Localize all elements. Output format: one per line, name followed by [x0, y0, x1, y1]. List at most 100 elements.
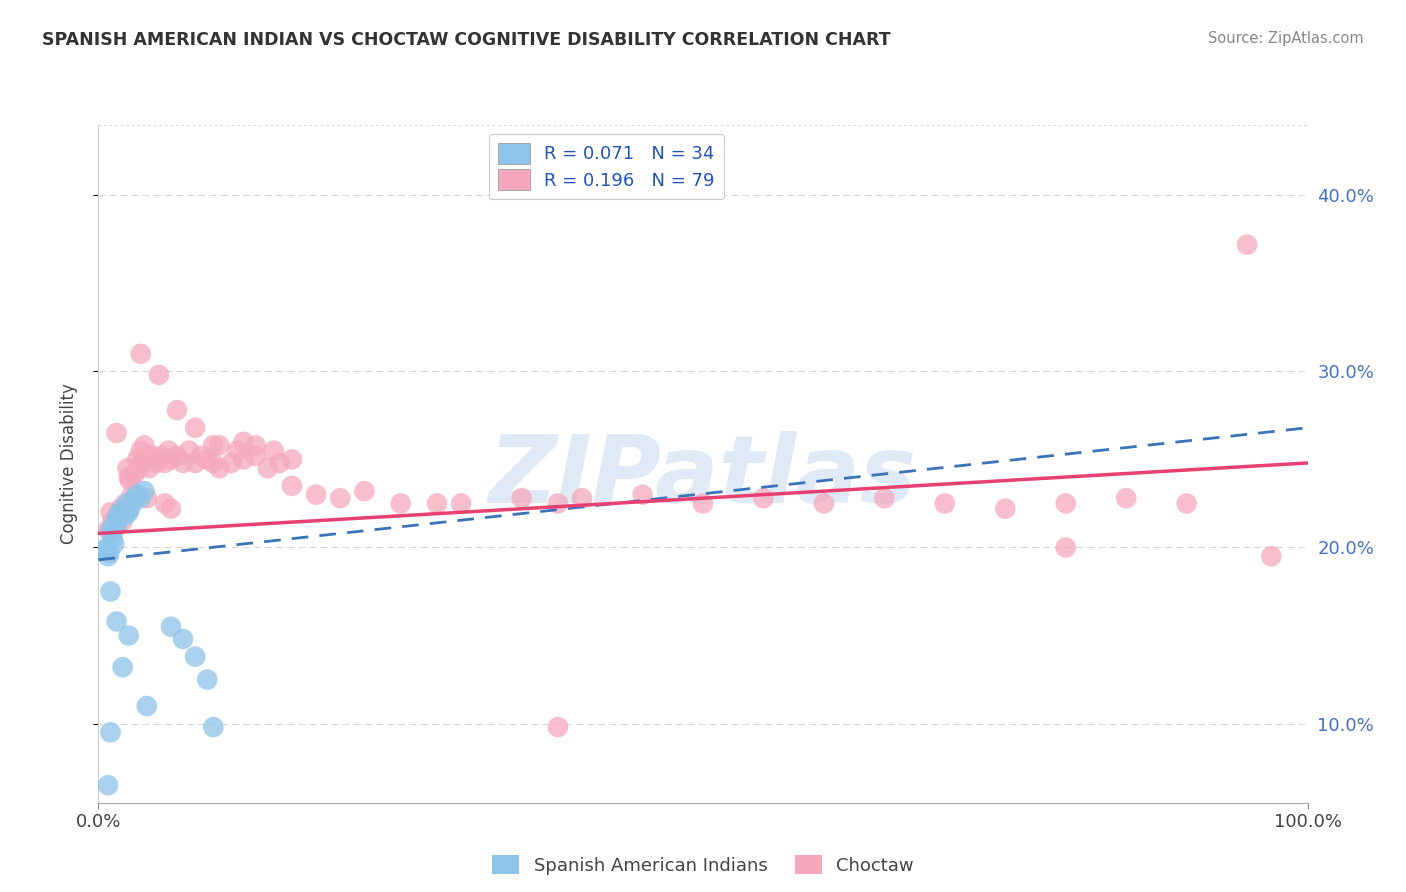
Point	[100, 523, 122, 537]
Point	[281, 479, 304, 493]
Point	[129, 347, 152, 361]
Point	[269, 456, 291, 470]
Point	[128, 461, 150, 475]
Point	[121, 488, 143, 502]
Point	[994, 501, 1017, 516]
Legend: Spanish American Indians, Choctaw: Spanish American Indians, Choctaw	[485, 848, 921, 882]
Text: ZIPatlas: ZIPatlas	[489, 432, 917, 524]
Point	[118, 505, 141, 519]
Point	[103, 537, 125, 551]
Point	[129, 491, 152, 505]
Point	[135, 452, 157, 467]
Point	[1054, 541, 1077, 555]
Point	[571, 491, 593, 505]
Point	[129, 443, 152, 458]
Point	[166, 403, 188, 417]
Point	[100, 725, 122, 739]
Point	[813, 496, 835, 510]
Point	[232, 452, 254, 467]
Point	[160, 452, 183, 467]
Point	[124, 467, 146, 481]
Point	[184, 456, 207, 470]
Point	[105, 615, 128, 629]
Point	[153, 456, 176, 470]
Point	[145, 456, 167, 470]
Point	[1236, 237, 1258, 252]
Point	[105, 519, 128, 533]
Point	[114, 508, 136, 523]
Point	[226, 443, 249, 458]
Point	[127, 488, 149, 502]
Point	[873, 491, 896, 505]
Point	[195, 452, 218, 467]
Point	[97, 549, 120, 564]
Point	[108, 505, 131, 519]
Point	[190, 449, 212, 463]
Point	[134, 484, 156, 499]
Point	[160, 501, 183, 516]
Point	[353, 484, 375, 499]
Point	[100, 505, 122, 519]
Point	[1260, 549, 1282, 564]
Point	[208, 438, 231, 452]
Point	[245, 438, 267, 452]
Point	[1054, 496, 1077, 510]
Point	[101, 514, 124, 528]
Point	[107, 508, 129, 523]
Point	[111, 501, 134, 516]
Point	[135, 698, 157, 713]
Point	[263, 443, 285, 458]
Point	[100, 526, 122, 541]
Point	[547, 496, 569, 510]
Point	[547, 720, 569, 734]
Text: SPANISH AMERICAN INDIAN VS CHOCTAW COGNITIVE DISABILITY CORRELATION CHART: SPANISH AMERICAN INDIAN VS CHOCTAW COGNI…	[42, 31, 891, 49]
Point	[138, 461, 160, 475]
Point	[510, 491, 533, 505]
Point	[202, 456, 225, 470]
Point	[101, 532, 124, 546]
Point	[148, 368, 170, 382]
Point	[104, 519, 127, 533]
Point	[202, 438, 225, 452]
Text: Source: ZipAtlas.com: Source: ZipAtlas.com	[1208, 31, 1364, 46]
Point	[118, 470, 141, 484]
Point	[631, 488, 654, 502]
Point	[1175, 496, 1198, 510]
Point	[195, 673, 218, 687]
Point	[131, 456, 153, 470]
Point	[96, 541, 118, 555]
Point	[148, 452, 170, 467]
Point	[329, 491, 352, 505]
Point	[1115, 491, 1137, 505]
Point	[202, 720, 225, 734]
Point	[114, 496, 136, 510]
Point	[184, 649, 207, 664]
Point	[305, 488, 328, 502]
Point	[104, 514, 127, 528]
Point	[117, 461, 139, 475]
Point	[150, 449, 173, 463]
Point	[281, 452, 304, 467]
Point	[160, 620, 183, 634]
Point	[93, 544, 115, 558]
Point	[752, 491, 775, 505]
Point	[172, 456, 194, 470]
Point	[98, 546, 121, 560]
Point	[107, 508, 129, 523]
Point	[389, 496, 412, 510]
Point	[166, 449, 188, 463]
Point	[934, 496, 956, 510]
Point	[157, 443, 180, 458]
Point	[108, 501, 131, 516]
Point	[97, 778, 120, 792]
Point	[153, 496, 176, 510]
Point	[118, 501, 141, 516]
Point	[256, 461, 278, 475]
Point	[100, 584, 122, 599]
Point	[121, 496, 143, 510]
Point	[245, 449, 267, 463]
Y-axis label: Cognitive Disability: Cognitive Disability	[59, 384, 77, 544]
Point	[111, 660, 134, 674]
Point	[208, 461, 231, 475]
Point	[179, 443, 201, 458]
